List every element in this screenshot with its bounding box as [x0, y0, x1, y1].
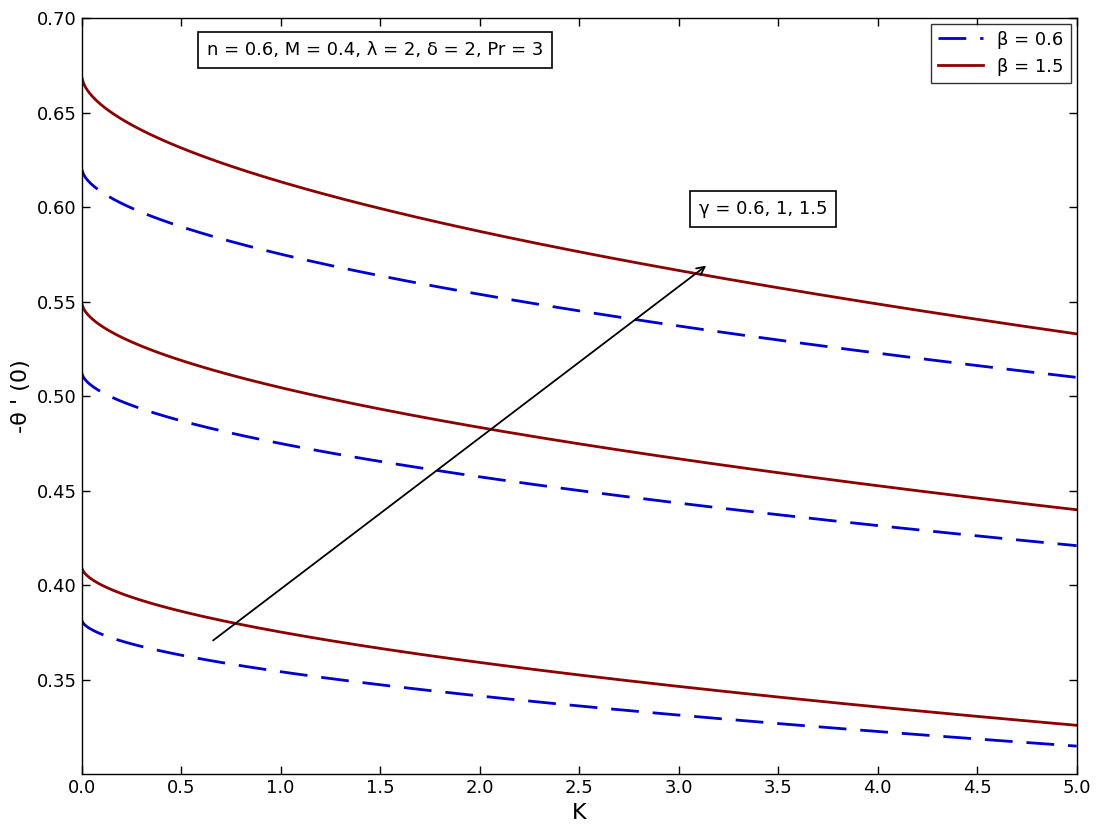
Y-axis label: -θ ' (0): -θ ' (0): [11, 359, 31, 433]
X-axis label: K: K: [572, 803, 586, 823]
Text: γ = 0.6, 1, 1.5: γ = 0.6, 1, 1.5: [699, 199, 828, 218]
Legend: β = 0.6, β = 1.5: β = 0.6, β = 1.5: [931, 23, 1071, 83]
Text: n = 0.6, M = 0.4, λ = 2, δ = 2, Pr = 3: n = 0.6, M = 0.4, λ = 2, δ = 2, Pr = 3: [207, 41, 543, 59]
